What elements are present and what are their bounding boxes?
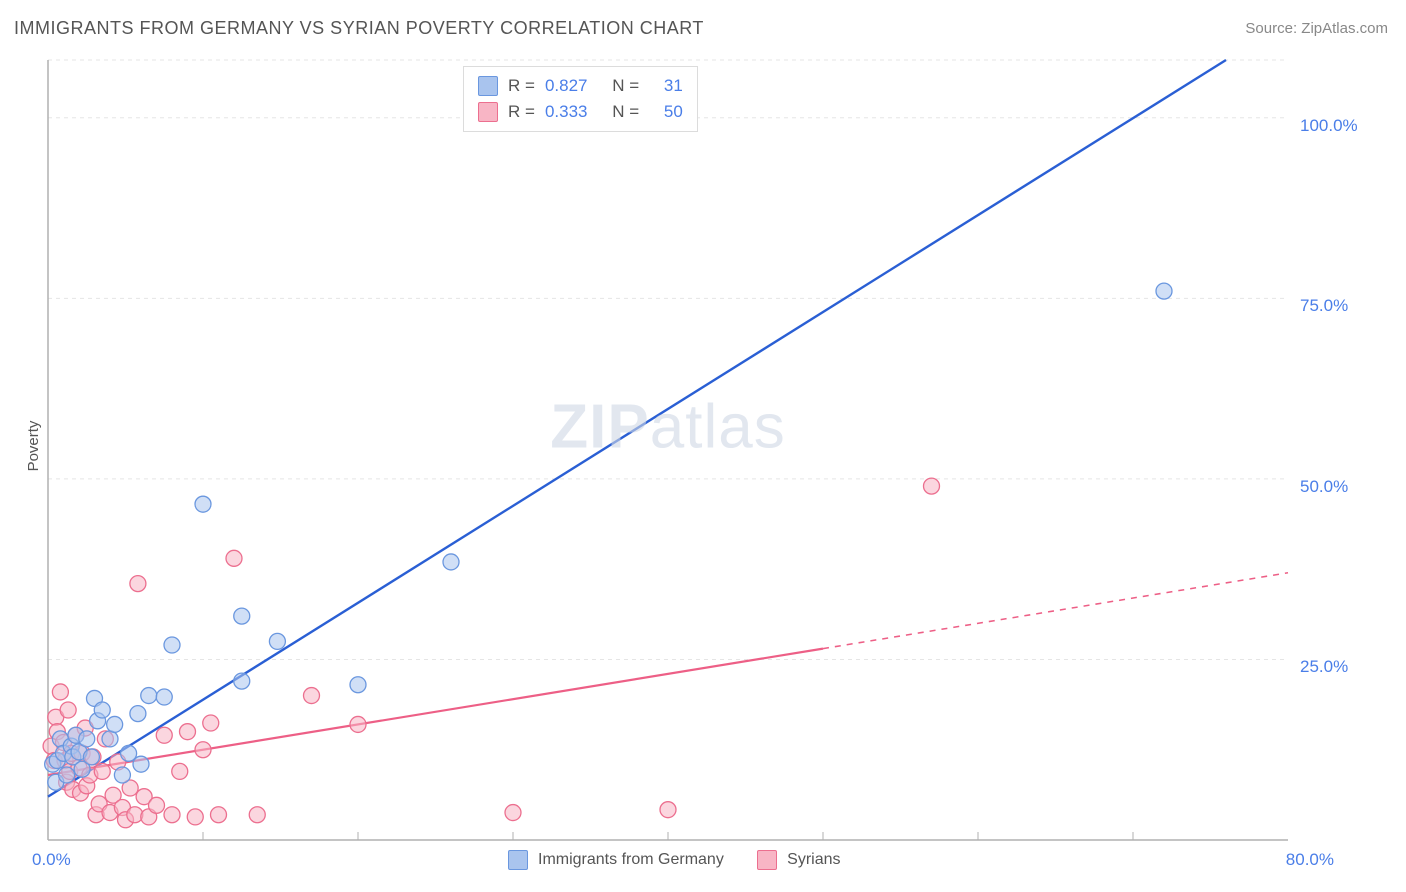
legend-label-syrians: Syrians — [787, 851, 840, 869]
plot-area: ZIPatlas R = 0.827 N = 31 R = 0.333 N = … — [48, 60, 1288, 840]
legend-row-syrians: R = 0.333 N = 50 — [478, 99, 683, 125]
legend-r-label: R = — [508, 73, 535, 99]
y-tick-label: 75.0% — [1300, 296, 1380, 316]
series-legend: Immigrants from Germany Syrians — [508, 850, 841, 870]
legend-r-label: R = — [508, 99, 535, 125]
legend-swatch-germany — [478, 76, 498, 96]
legend-swatch-syrians-icon — [757, 850, 777, 870]
legend-swatch-germany-icon — [508, 850, 528, 870]
source-link[interactable]: ZipAtlas.com — [1301, 20, 1388, 37]
legend-n-label: N = — [612, 99, 639, 125]
legend-row-germany: R = 0.827 N = 31 — [478, 73, 683, 99]
chart-container: IMMIGRANTS FROM GERMANY VS SYRIAN POVERT… — [0, 0, 1406, 892]
x-tick-end: 80.0% — [1286, 850, 1334, 870]
legend-n-germany: 31 — [664, 73, 683, 99]
legend-n-syrians: 50 — [664, 99, 683, 125]
legend-r-syrians: 0.333 — [545, 99, 588, 125]
correlation-legend: R = 0.827 N = 31 R = 0.333 N = 50 — [463, 66, 698, 132]
y-tick-label: 50.0% — [1300, 477, 1380, 497]
y-axis-label: Poverty — [25, 421, 42, 472]
source-attribution: Source: ZipAtlas.com — [1245, 20, 1388, 37]
legend-n-label: N = — [612, 73, 639, 99]
legend-label-germany: Immigrants from Germany — [538, 851, 724, 869]
y-tick-label: 100.0% — [1300, 116, 1380, 136]
source-label: Source: — [1245, 20, 1301, 37]
x-tick-start: 0.0% — [32, 850, 71, 870]
plot-svg — [48, 60, 1288, 840]
chart-title: IMMIGRANTS FROM GERMANY VS SYRIAN POVERT… — [14, 18, 704, 39]
legend-r-germany: 0.827 — [545, 73, 588, 99]
legend-swatch-syrians — [478, 102, 498, 122]
y-tick-label: 25.0% — [1300, 657, 1380, 677]
